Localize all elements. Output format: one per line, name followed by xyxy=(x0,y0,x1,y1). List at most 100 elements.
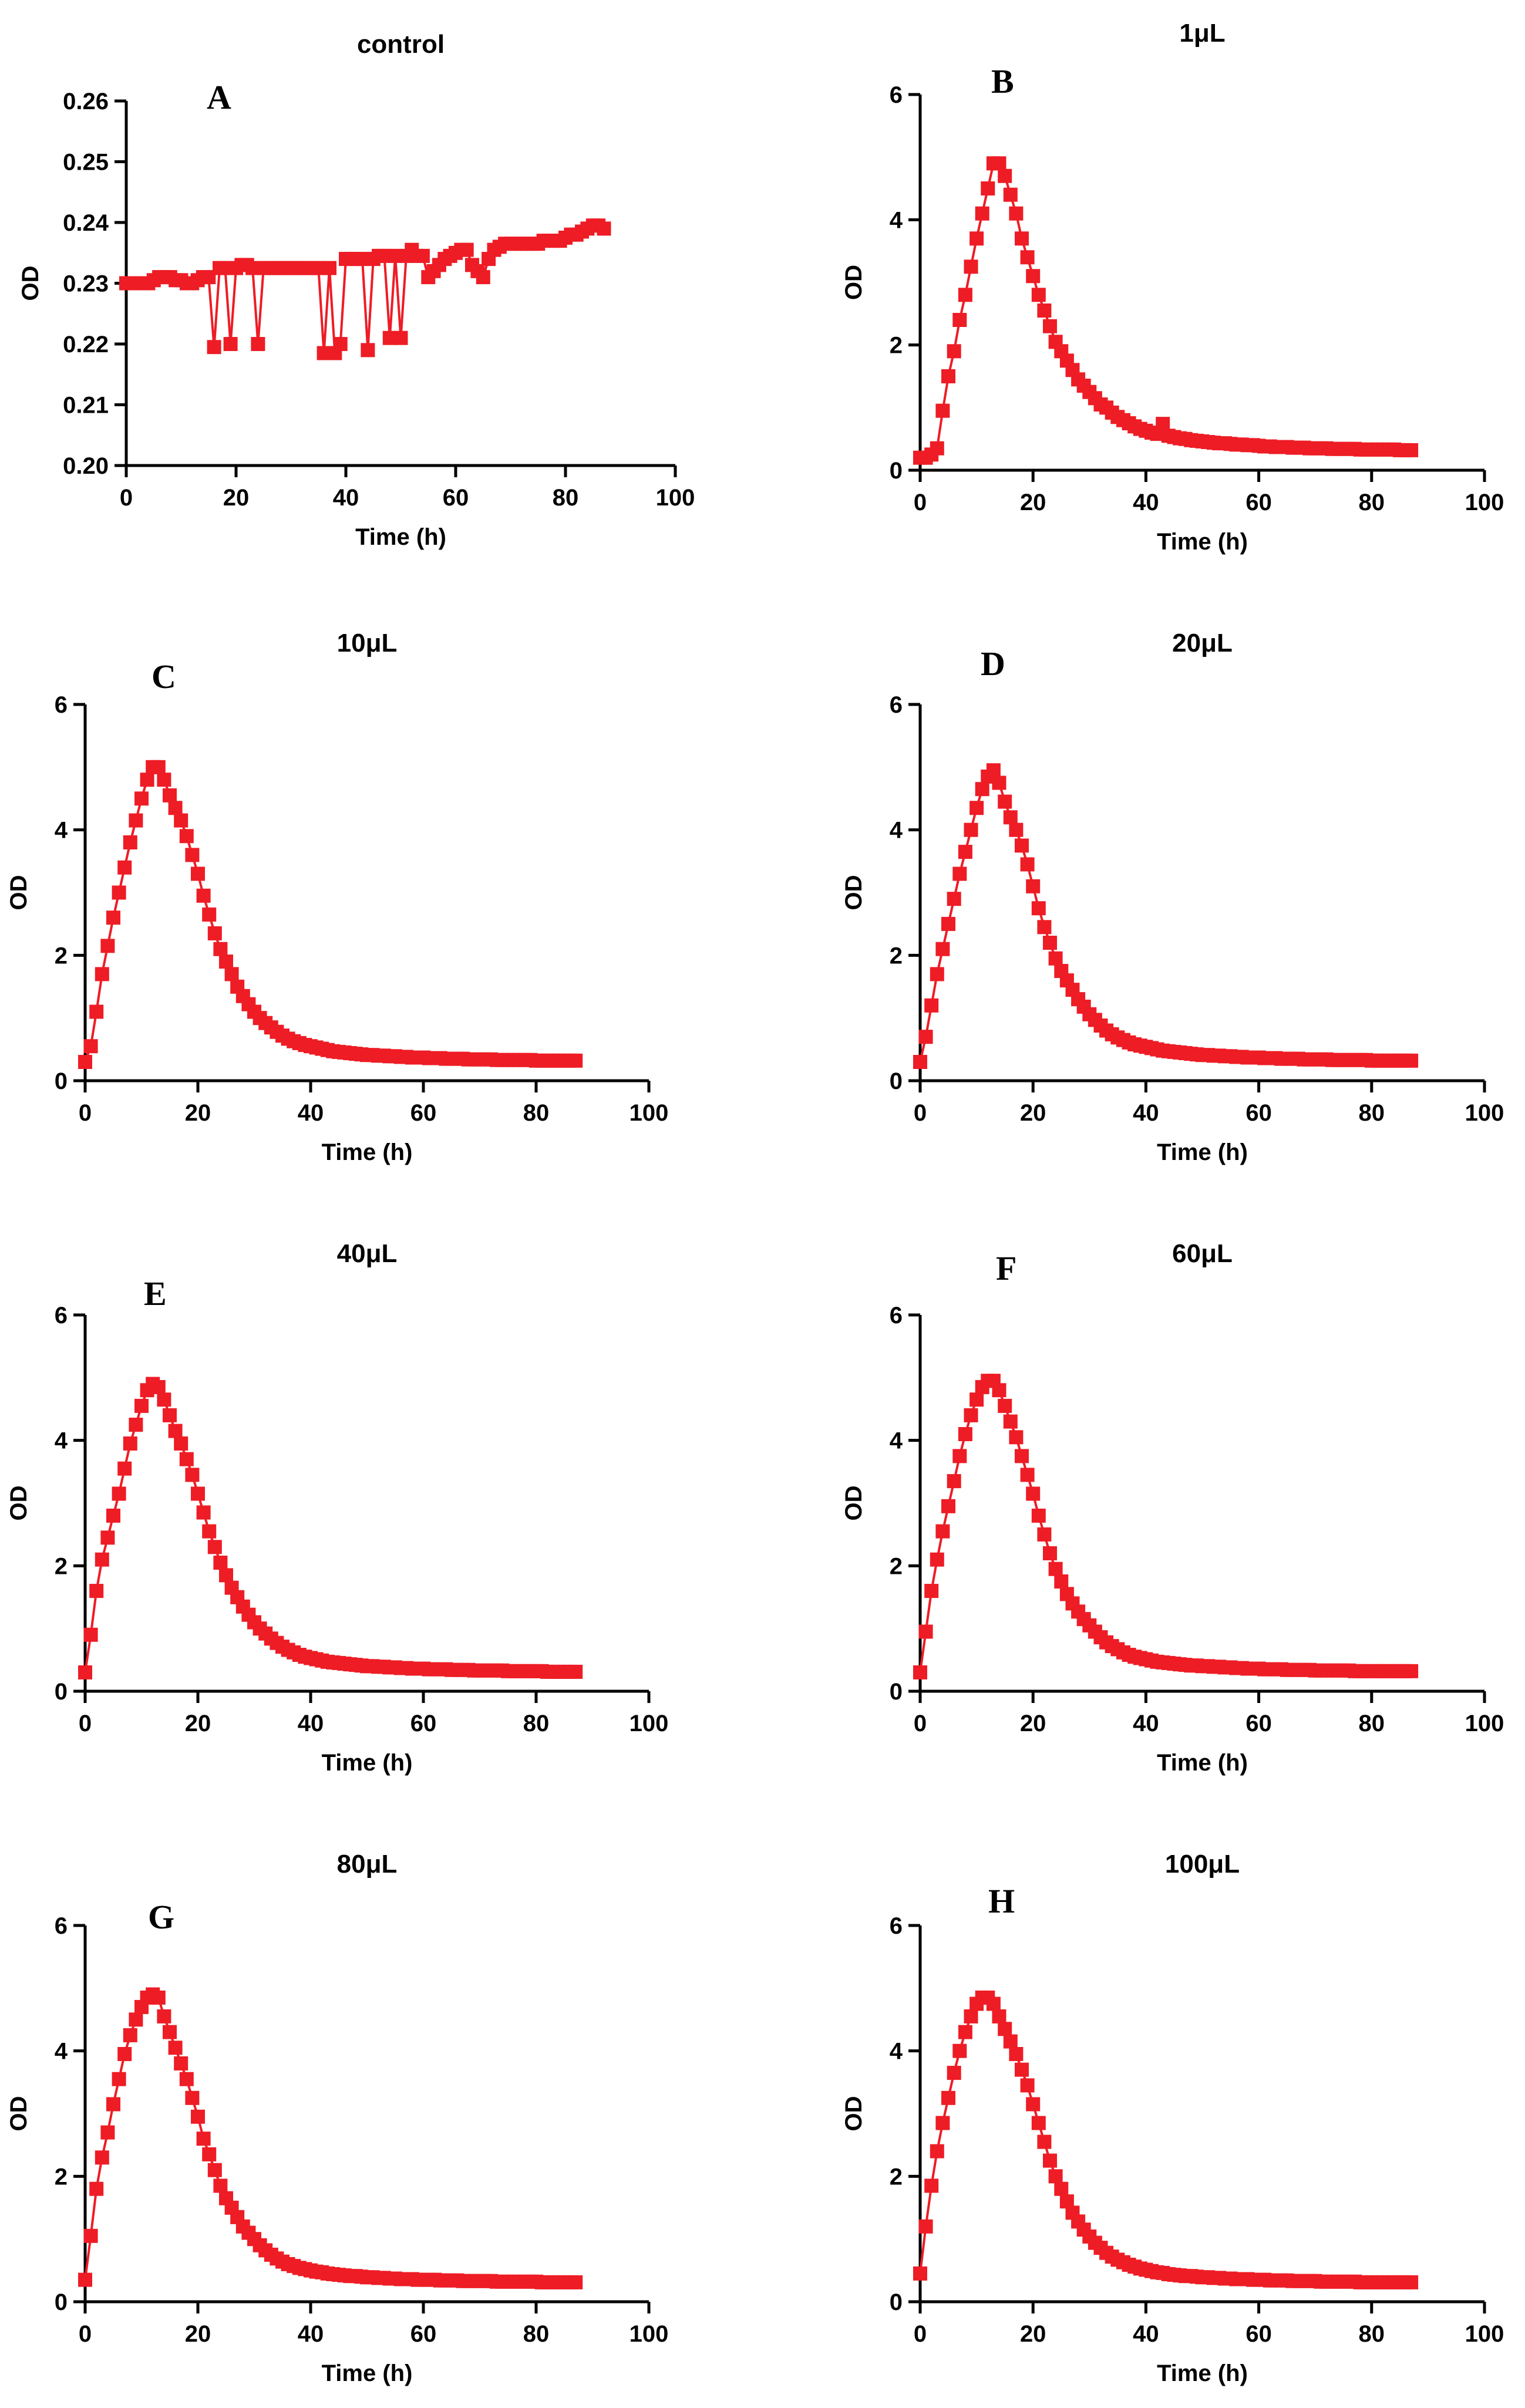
data-point xyxy=(106,910,120,925)
y-axis-label: OD xyxy=(841,2096,867,2132)
data-point xyxy=(123,835,137,849)
data-point xyxy=(958,288,972,302)
y-tick-label: 0 xyxy=(890,2289,903,2315)
data-point xyxy=(157,2009,171,2023)
y-tick-label: 2 xyxy=(890,943,903,969)
x-tick-label: 100 xyxy=(629,2321,669,2347)
y-tick-label: 4 xyxy=(890,1428,903,1454)
data-point xyxy=(78,1665,92,1679)
data-point xyxy=(1037,1527,1052,1542)
data-point xyxy=(163,788,177,802)
chart-title: control xyxy=(357,30,445,59)
data-point xyxy=(213,942,228,956)
data-point xyxy=(117,2047,132,2061)
y-tick-label: 2 xyxy=(890,1553,903,1579)
data-point xyxy=(1009,822,1024,837)
y-tick-label: 0 xyxy=(55,1068,68,1094)
y-tick-label: 2 xyxy=(55,1553,68,1579)
data-point xyxy=(151,1990,166,2005)
x-axis-label: Time (h) xyxy=(322,1139,413,1165)
data-point xyxy=(459,242,474,257)
data-point xyxy=(78,1055,92,1069)
data-point xyxy=(129,1418,143,1432)
data-point xyxy=(1156,417,1170,431)
data-point xyxy=(219,1568,233,1583)
panel-c: 10μL C 0 20 40 60 80 100 0 2 4 6 Time (h) OD xyxy=(6,629,668,1165)
data-point xyxy=(207,926,222,940)
y-tick-label: 2 xyxy=(890,333,903,359)
data-point xyxy=(112,2072,126,2086)
series-line xyxy=(920,162,1412,459)
x-axis-label: Time (h) xyxy=(1157,529,1248,555)
data-point xyxy=(1048,951,1063,966)
x-tick-label: 0 xyxy=(79,1711,92,1736)
y-tick-label: 0.25 xyxy=(63,150,109,176)
y-axis-label: OD xyxy=(841,1486,867,1521)
data-point xyxy=(95,967,109,982)
data-point xyxy=(174,1436,188,1451)
data-point xyxy=(930,441,944,456)
data-point xyxy=(1015,2062,1029,2077)
x-tick-label: 20 xyxy=(185,1711,211,1736)
chart-title: 1μL xyxy=(1179,19,1225,48)
panel-g: 80μL G 0 20 40 60 80 100 0 2 4 6 Time (h) OD xyxy=(6,1850,668,2386)
data-point xyxy=(95,2150,109,2165)
data-point xyxy=(202,1524,217,1539)
chart-title: 20μL xyxy=(1172,629,1233,657)
y-tick-label: 4 xyxy=(890,818,903,844)
x-tick-label: 80 xyxy=(1359,1100,1385,1126)
x-tick-label: 80 xyxy=(523,1711,550,1736)
data-point xyxy=(913,1665,927,1679)
data-point xyxy=(924,2178,939,2193)
data-point xyxy=(998,794,1012,809)
data-point xyxy=(935,2116,950,2130)
data-point xyxy=(969,1392,984,1407)
data-point xyxy=(1020,2078,1035,2093)
data-point xyxy=(986,1996,1001,2011)
data-point xyxy=(947,1474,961,1489)
y-tick-label: 0.20 xyxy=(63,453,109,479)
x-tick-label: 0 xyxy=(79,1100,92,1126)
panel-letter: G xyxy=(148,1898,174,1936)
data-point xyxy=(918,2219,933,2234)
data-point xyxy=(1043,2153,1057,2168)
x-tick-label: 100 xyxy=(629,1711,669,1736)
data-point xyxy=(1054,1574,1069,1589)
x-tick-label: 60 xyxy=(1245,1711,1272,1736)
data-point xyxy=(913,2266,927,2281)
x-tick-label: 0 xyxy=(914,2321,927,2347)
x-tick-label: 20 xyxy=(1020,2321,1046,2347)
y-axis-label: OD xyxy=(18,266,43,301)
y-tick-label: 0.26 xyxy=(63,89,109,114)
data-point xyxy=(83,1039,98,1054)
data-point xyxy=(112,1486,126,1501)
data-point xyxy=(952,866,967,881)
x-tick-label: 40 xyxy=(1133,1100,1159,1126)
chart-title: 40μL xyxy=(337,1239,398,1268)
series-line xyxy=(919,1996,1412,2284)
data-point xyxy=(361,343,375,358)
data-point xyxy=(964,822,978,837)
x-axis-label: Time (h) xyxy=(355,524,446,550)
y-tick-label: 0.22 xyxy=(63,332,109,358)
data-point xyxy=(157,773,171,787)
data-point xyxy=(1026,1486,1041,1501)
data-point xyxy=(969,231,984,246)
data-point xyxy=(89,1004,104,1019)
chart-title: 80μL xyxy=(337,1850,398,1878)
data-point xyxy=(185,848,200,862)
x-tick-label: 40 xyxy=(1133,2321,1159,2347)
y-axis-label: OD xyxy=(6,1486,32,1521)
data-point xyxy=(207,340,221,355)
data-point xyxy=(941,369,955,383)
data-point xyxy=(168,2041,183,2055)
data-point xyxy=(1026,269,1041,284)
panel-a: control A 0 20 40 60 80 100 0.20 0.21 0.22 0.23 0.24… xyxy=(18,30,695,550)
data-point xyxy=(1031,1508,1046,1523)
data-point xyxy=(151,1380,166,1394)
data-point xyxy=(1015,1449,1029,1463)
data-point xyxy=(568,1664,583,1679)
data-point xyxy=(333,337,348,351)
panel-letter: E xyxy=(144,1274,167,1313)
panel-letter: H xyxy=(988,1882,1015,1920)
